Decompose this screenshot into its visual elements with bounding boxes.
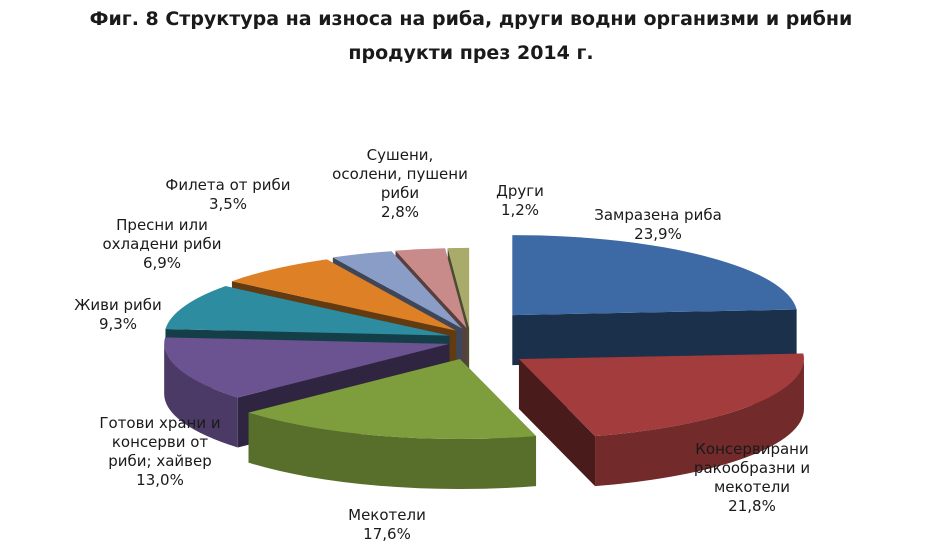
slice-name-line: Други	[496, 182, 544, 200]
slice-name-line: Живи риби	[74, 296, 162, 314]
pie-slice-3	[164, 337, 450, 448]
slice-value-0: 23,9%	[634, 225, 682, 243]
slice-label-4: Живи риби 9,3%	[74, 296, 162, 333]
slice-value-3: 13,0%	[136, 471, 184, 489]
chart-title-line2: продукти през 2014 г.	[348, 42, 594, 64]
slice-name-line: консерви от	[112, 433, 209, 451]
slice-label-1: Консервирани ракообразни и мекотели 21,8%	[694, 440, 810, 515]
pie-slice-0	[512, 235, 797, 366]
slice-name-line: Консервирани	[695, 440, 809, 458]
slice-label-0: Замразена риба 23,9%	[594, 206, 722, 243]
slice-name-line: Замразена риба	[594, 206, 722, 224]
slice-value-5: 6,9%	[143, 254, 181, 272]
slice-value-4: 9,3%	[99, 315, 137, 333]
slice-name-line: риби	[381, 184, 419, 202]
slice-name-line: Сушени,	[367, 146, 434, 164]
slice-value-6: 3,5%	[209, 195, 247, 213]
slice-name-line: охладени риби	[102, 235, 221, 253]
slice-label-8: Други 1,2%	[496, 182, 544, 219]
slice-value-2: 17,6%	[363, 525, 411, 543]
slice-value-8: 1,2%	[501, 201, 539, 219]
pie-slice-2	[248, 359, 537, 490]
slice-name-line: Готови храни и	[99, 414, 220, 432]
slice-label-2: Мекотели 17,6%	[348, 506, 426, 543]
slice-name-line: мекотели	[714, 478, 790, 496]
slice-value-1: 21,8%	[728, 497, 776, 515]
slice-label-3: Готови храни и консерви от риби; хайвер 13,…	[99, 414, 220, 489]
slice-name-line: Филета от риби	[165, 176, 290, 194]
slice-label-6: Филета от риби 3,5%	[165, 176, 290, 213]
slice-label-7: Сушени, осолени, пушени риби 2,8%	[332, 146, 468, 221]
slice-value-7: 2,8%	[381, 203, 419, 221]
pie-slice-1	[518, 353, 804, 487]
slice-name-line: риби; хайвер	[108, 452, 212, 470]
slice-label-5: Пресни или охладени риби 6,9%	[102, 216, 221, 272]
slice-name-line: Мекотели	[348, 506, 426, 524]
slice-name-line: ракообразни и	[694, 459, 810, 477]
slice-name-line: осолени, пушени	[332, 165, 468, 183]
chart-title-line1: Фиг. 8 Структура на износа на риба, друг…	[89, 8, 853, 30]
slice-name-line: Пресни или	[116, 216, 208, 234]
